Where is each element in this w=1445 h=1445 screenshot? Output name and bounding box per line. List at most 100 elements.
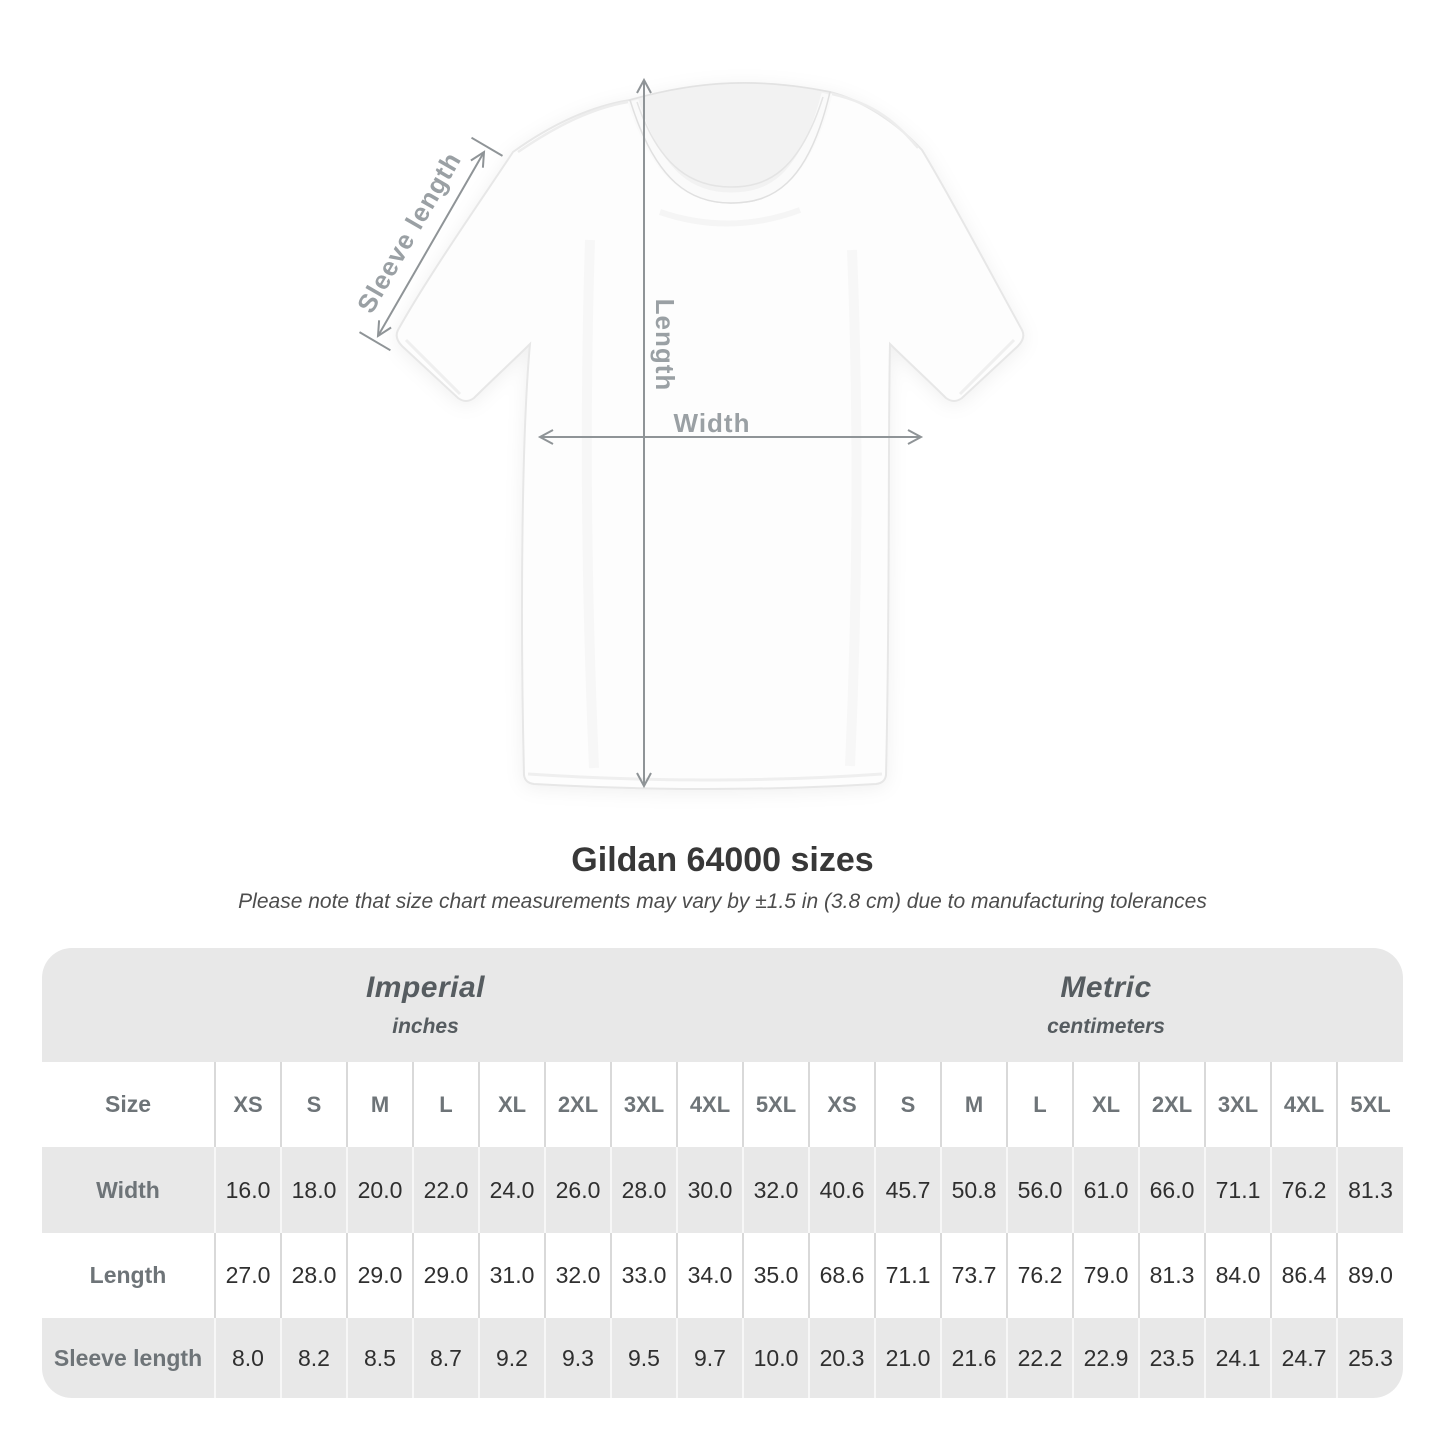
sleeve-end-tick-top <box>470 136 504 157</box>
size-header-row: Size XS S M L XL 2XL 3XL 4XL 5XL XS S M L XL 2XL 3XL 4XL… <box>42 1062 1403 1147</box>
size-header-metric-xl: XL <box>1072 1062 1139 1147</box>
metric-group-unit: centimeters <box>1047 1015 1165 1038</box>
size-header-imperial-5xl: 5XL <box>742 1062 809 1147</box>
length-metric-m: 73.7 <box>940 1233 1007 1318</box>
length-imperial-s: 28.0 <box>280 1233 347 1318</box>
size-column-label: Size <box>42 1062 215 1147</box>
row-label-sleeve-length: Sleeve length <box>42 1318 215 1398</box>
width-imperial-m: 20.0 <box>346 1147 413 1233</box>
length-imperial-2xl: 32.0 <box>544 1233 611 1318</box>
sleeve-arrowhead-bottom <box>376 320 392 338</box>
sleeve-arrowhead-top <box>470 150 486 168</box>
sleeve-length-imperial-5xl: 10.0 <box>742 1318 809 1398</box>
sleeve-length-imperial-3xl: 9.5 <box>610 1318 677 1398</box>
sleeve-length-metric-2xl: 23.5 <box>1138 1318 1205 1398</box>
width-metric-xs: 40.6 <box>808 1147 875 1233</box>
length-arrowhead-top <box>636 77 652 94</box>
width-imperial-4xl: 30.0 <box>676 1147 743 1233</box>
imperial-group-unit: inches <box>392 1015 459 1038</box>
tolerance-note: Please note that size chart measurements… <box>238 890 1207 913</box>
sleeve-length-metric-5xl: 25.3 <box>1335 1318 1403 1398</box>
width-metric-2xl: 66.0 <box>1138 1147 1205 1233</box>
table-row-length: Length 27.0 28.0 29.0 29.0 31.0 32.0 33.0 34.0 35… <box>42 1233 1403 1318</box>
size-header-metric-2xl: 2XL <box>1138 1062 1205 1147</box>
sleeve-length-imperial-2xl: 9.3 <box>544 1318 611 1398</box>
length-imperial-m: 29.0 <box>346 1233 413 1318</box>
width-metric-xl: 61.0 <box>1072 1147 1139 1233</box>
length-metric-s: 71.1 <box>874 1233 941 1318</box>
page-title: Gildan 64000 sizes <box>571 841 874 879</box>
length-arrowhead-bottom <box>636 772 652 789</box>
sleeve-length-imperial-l: 8.7 <box>412 1318 479 1398</box>
width-imperial-s: 18.0 <box>280 1147 347 1233</box>
unit-group-row: Imperial inches Metric centimeters <box>42 948 1403 1062</box>
width-imperial-l: 22.0 <box>412 1147 479 1233</box>
length-metric-l: 76.2 <box>1006 1233 1073 1318</box>
sleeve-length-imperial-xl: 9.2 <box>478 1318 545 1398</box>
cuff-seam-right <box>958 338 1016 396</box>
width-imperial-3xl: 28.0 <box>610 1147 677 1233</box>
length-metric-3xl: 84.0 <box>1204 1233 1271 1318</box>
size-chart-table: Imperial inches Metric centimeters Size … <box>42 948 1403 1398</box>
sleeve-length-imperial-xs: 8.0 <box>214 1318 281 1398</box>
length-metric-5xl: 89.0 <box>1335 1233 1403 1318</box>
sleeve-length-metric-xl: 22.9 <box>1072 1318 1139 1398</box>
width-metric-3xl: 71.1 <box>1204 1147 1271 1233</box>
width-metric-s: 45.7 <box>874 1147 941 1233</box>
sleeve-length-imperial-s: 8.2 <box>280 1318 347 1398</box>
width-dimension-label: Width <box>673 408 751 438</box>
imperial-group-title: Imperial <box>365 971 486 1004</box>
size-header-metric-s: S <box>874 1062 941 1147</box>
size-header-metric-l: L <box>1006 1062 1073 1147</box>
size-header-imperial-3xl: 3XL <box>610 1062 677 1147</box>
width-arrowhead-right <box>907 429 924 445</box>
size-header-imperial-xs: XS <box>214 1062 281 1147</box>
collar-ribbing <box>627 92 833 204</box>
width-metric-m: 50.8 <box>940 1147 1007 1233</box>
sleeve-length-metric-s: 21.0 <box>874 1318 941 1398</box>
under-collar-shadow <box>659 207 802 227</box>
metric-group-title: Metric <box>1060 971 1152 1004</box>
sleeve-length-metric-4xl: 24.7 <box>1270 1318 1337 1398</box>
length-imperial-4xl: 34.0 <box>676 1233 743 1318</box>
hem-seam <box>527 772 883 782</box>
tshirt-body <box>395 82 1025 790</box>
size-chart-table-container: Imperial inches Metric centimeters Size … <box>42 948 1403 1398</box>
sleeve-end-tick-bottom <box>358 331 391 352</box>
length-metric-4xl: 86.4 <box>1270 1233 1337 1318</box>
width-metric-4xl: 76.2 <box>1270 1147 1337 1233</box>
drape-shadow-right <box>845 249 862 767</box>
imperial-group-header: Imperial inches <box>42 948 809 1062</box>
size-header-imperial-s: S <box>280 1062 347 1147</box>
length-imperial-xl: 31.0 <box>478 1233 545 1318</box>
size-header-metric-4xl: 4XL <box>1270 1062 1337 1147</box>
collar-outer-edge <box>629 91 831 204</box>
length-dimension-label: Length <box>650 298 680 392</box>
metric-group-header: Metric centimeters <box>809 948 1403 1062</box>
table-row-width: Width 16.0 18.0 20.0 22.0 24.0 26.0 28.0 30.0 32.… <box>42 1147 1403 1233</box>
shoulder-seam-right <box>831 92 919 149</box>
sleeve-arrow-line <box>377 151 485 337</box>
sleeve-length-imperial-m: 8.5 <box>346 1318 413 1398</box>
length-imperial-xs: 27.0 <box>214 1233 281 1318</box>
size-header-metric-3xl: 3XL <box>1204 1062 1271 1147</box>
width-metric-5xl: 81.3 <box>1335 1147 1403 1233</box>
sleeve-length-imperial-4xl: 9.7 <box>676 1318 743 1398</box>
table-row-sleeve-length: Sleeve length 8.0 8.2 8.5 8.7 9.2 9.3 9.5 9.7 10.… <box>42 1318 1403 1398</box>
size-header-metric-xs: XS <box>808 1062 875 1147</box>
length-imperial-l: 29.0 <box>412 1233 479 1318</box>
tshirt-illustration <box>358 77 1025 790</box>
width-arrowhead-left <box>537 429 554 445</box>
shoulder-seam-left <box>517 100 629 154</box>
tshirt-measurement-figure: Sleeve length Length Width <box>351 77 1025 790</box>
width-imperial-xs: 16.0 <box>214 1147 281 1233</box>
size-header-imperial-2xl: 2XL <box>544 1062 611 1147</box>
size-header-imperial-l: L <box>412 1062 479 1147</box>
row-label-length: Length <box>42 1233 215 1318</box>
length-metric-xl: 79.0 <box>1072 1233 1139 1318</box>
size-header-imperial-xl: XL <box>478 1062 545 1147</box>
sleeve-length-metric-3xl: 24.1 <box>1204 1318 1271 1398</box>
sleeve-length-metric-xs: 20.3 <box>808 1318 875 1398</box>
width-imperial-5xl: 32.0 <box>742 1147 809 1233</box>
width-imperial-xl: 24.0 <box>478 1147 545 1233</box>
